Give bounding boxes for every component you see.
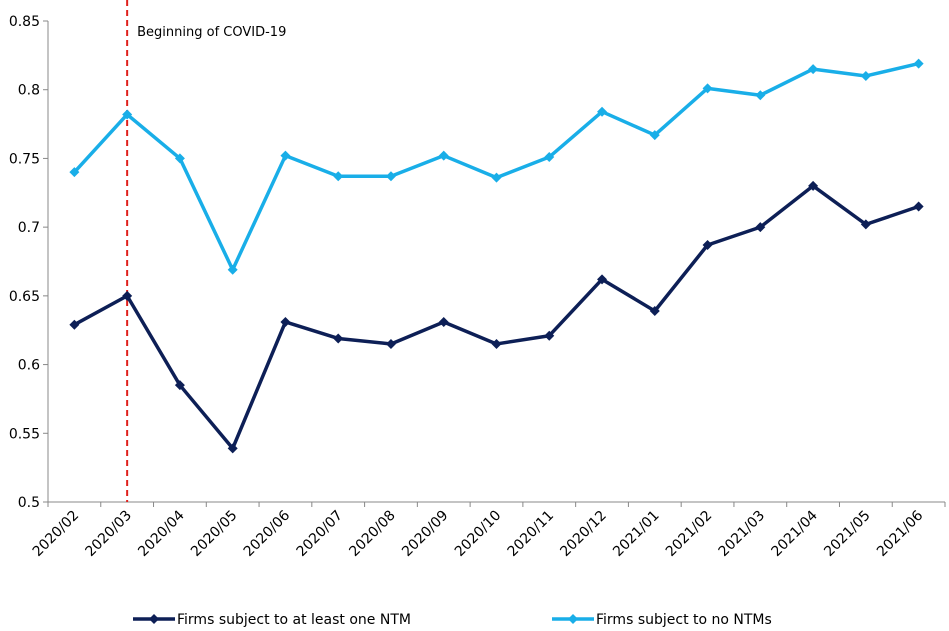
covid-annotation-label: Beginning of COVID-19 [137, 25, 286, 40]
data-point [649, 305, 660, 316]
data-point [69, 319, 80, 330]
data-point [597, 106, 608, 117]
data-point [808, 180, 819, 191]
x-tick-label: 2021/03 [716, 508, 768, 560]
data-point [913, 201, 924, 212]
data-point [755, 222, 766, 233]
x-tick-label: 2021/05 [821, 508, 873, 560]
data-point [491, 338, 502, 349]
legend-label: Firms subject to at least one NTM [177, 612, 411, 628]
data-point [122, 109, 133, 120]
series-line [73, 61, 920, 272]
data-point [69, 167, 80, 178]
series-2 [69, 58, 924, 275]
data-point [597, 274, 608, 285]
data-point [385, 338, 396, 349]
data-point [385, 171, 396, 182]
x-tick-label: 2021/06 [874, 507, 927, 560]
data-point [702, 240, 713, 251]
y-tick-label: 0.7 [18, 220, 40, 236]
data-point [544, 330, 555, 341]
x-tick-label: 2020/03 [83, 508, 135, 560]
x-tick-label: 2020/08 [346, 508, 398, 560]
data-point [438, 150, 449, 161]
data-point [913, 58, 924, 69]
legend-item-2: Firms subject to no NTMs [552, 612, 772, 628]
y-tick-label: 0.8 [18, 83, 40, 99]
data-point [280, 316, 291, 327]
data-point [122, 290, 133, 301]
y-tick-label: 0.5 [18, 495, 40, 511]
covid-annotation: Beginning of COVID-19 [126, 0, 286, 502]
series-group [69, 58, 924, 454]
legend-item-1: Firms subject to at least one NTM [133, 612, 411, 628]
series-line [73, 184, 920, 451]
y-tick-label: 0.55 [9, 426, 40, 442]
x-tick-label: 2021/02 [663, 508, 715, 560]
x-tick-label: 2020/12 [557, 508, 609, 560]
data-point [544, 152, 555, 163]
data-point [333, 333, 344, 344]
x-tick-label: 2020/02 [30, 508, 82, 560]
data-point [438, 316, 449, 327]
y-tick-label: 0.6 [18, 358, 40, 374]
legend-label: Firms subject to no NTMs [596, 612, 772, 628]
data-point [491, 172, 502, 183]
data-point [227, 264, 238, 275]
x-tick-label: 2021/04 [768, 507, 821, 560]
x-tick-label: 2020/04 [135, 507, 188, 560]
x-tick-label: 2020/09 [399, 508, 451, 560]
data-point [333, 171, 344, 182]
data-point [227, 443, 238, 454]
data-point [755, 90, 766, 101]
x-tick-label: 2021/01 [610, 508, 662, 560]
x-tick-label: 2020/07 [294, 508, 346, 560]
y-axis: 0.5 0.55 0.6 0.65 0.7 0.75 0.8 0.85 [9, 14, 49, 511]
data-point [702, 83, 713, 94]
series-1 [69, 180, 924, 454]
x-tick-label: 2020/10 [452, 508, 504, 560]
data-point [860, 70, 871, 81]
y-tick-label: 0.65 [9, 289, 40, 305]
legend-marker [149, 614, 159, 624]
legend-marker [568, 614, 578, 624]
data-point [649, 130, 660, 141]
x-axis: 2020/02 2020/03 2020/04 2020/05 2020/06 2020/… [30, 501, 946, 560]
x-tick-label: 2020/05 [188, 508, 240, 560]
y-tick-label: 0.85 [9, 14, 40, 30]
y-tick-label: 0.75 [9, 151, 40, 167]
data-point [860, 219, 871, 230]
data-point [280, 150, 291, 161]
data-point [174, 380, 185, 391]
x-tick-label: 2020/11 [505, 508, 557, 560]
data-point [174, 153, 185, 164]
legend: Firms subject to at least one NTM Firms s… [133, 612, 772, 628]
data-point [808, 64, 819, 75]
x-tick-label: 2020/06 [241, 507, 294, 560]
